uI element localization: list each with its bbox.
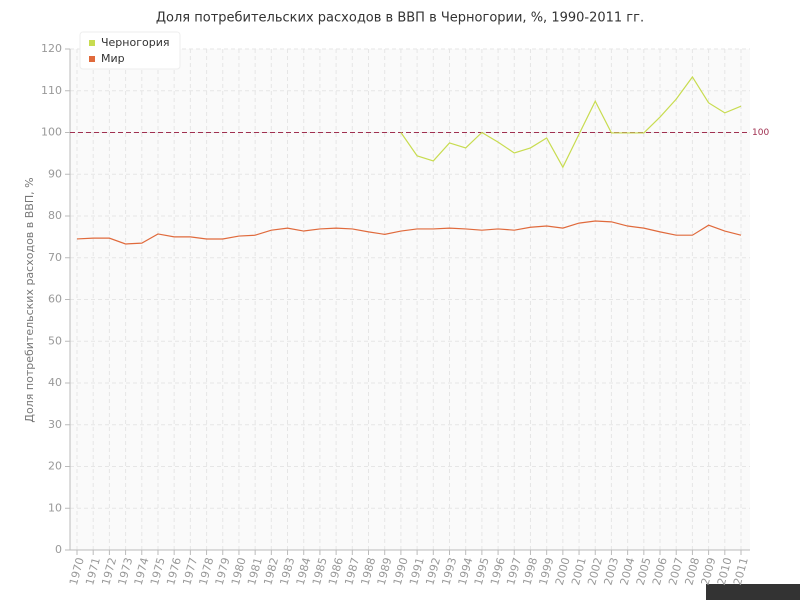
y-tick-label: 60 <box>48 293 62 306</box>
y-tick-label: 30 <box>48 418 62 431</box>
y-tick-label: 120 <box>41 42 62 55</box>
y-tick-label: 10 <box>48 501 62 514</box>
y-tick-label: 50 <box>48 334 62 347</box>
legend <box>79 31 181 70</box>
legend-marker <box>89 56 95 62</box>
y-tick-label: 0 <box>55 543 62 556</box>
legend-label: Мир <box>101 52 125 65</box>
y-tick-label: 20 <box>48 460 62 473</box>
watermark-box <box>706 584 800 600</box>
series-line <box>76 220 742 245</box>
y-tick-label: 90 <box>48 167 62 180</box>
reference-label: 100 <box>752 128 769 138</box>
y-tick-label: 110 <box>41 84 62 97</box>
y-tick-label: 70 <box>48 251 62 264</box>
y-tick-label: 80 <box>48 209 62 222</box>
y-tick-label: 40 <box>48 376 62 389</box>
legend-label: Черногория <box>101 36 169 49</box>
y-axis-label: Доля потребительских расходов в ВВП, % <box>23 177 36 422</box>
y-tick-label: 100 <box>41 126 62 139</box>
chart-title: Доля потребительских расходов в ВВП в Че… <box>156 11 644 26</box>
legend-marker <box>89 40 95 46</box>
series-line <box>400 75 742 169</box>
